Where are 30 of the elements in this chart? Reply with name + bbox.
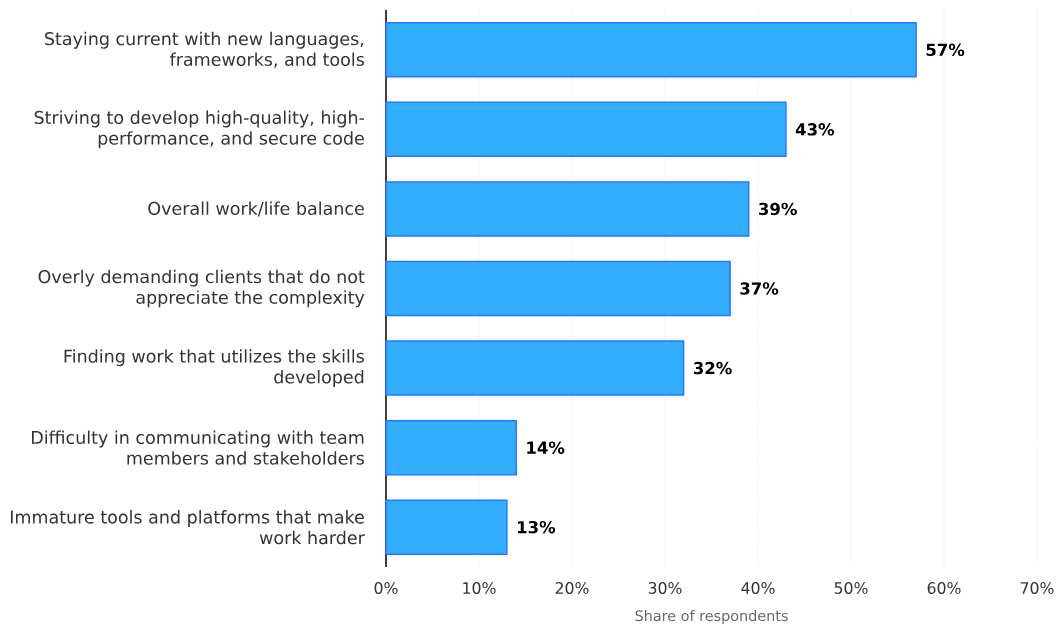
bar <box>385 101 787 157</box>
x-tick-label: 70% <box>1020 581 1054 594</box>
bar <box>385 499 508 555</box>
y-tick-label: Striving to develop high-quality, high-performance, and secure code <box>34 110 365 149</box>
data-label: 57% <box>926 43 965 56</box>
x-tick-label: 40% <box>741 581 775 594</box>
x-axis-title: Share of respondents <box>635 609 788 624</box>
bar <box>385 181 750 237</box>
x-tick-label: 20% <box>555 581 589 594</box>
y-tick-label: Finding work that utilizes the skills developed <box>64 349 364 387</box>
bar <box>385 419 517 476</box>
y-tick-label: Immature tools and platforms that make work harder <box>10 509 365 545</box>
x-tick-label: 0% <box>374 581 398 594</box>
data-label: 37% <box>740 282 779 295</box>
y-tick-label: Overly demanding clients that do not appreciate the complexity <box>38 269 365 308</box>
bar <box>385 21 917 78</box>
bar <box>385 340 685 396</box>
x-tick-label: 60% <box>927 581 961 594</box>
bar <box>385 260 731 317</box>
data-label: 13% <box>517 520 556 534</box>
data-label: 43% <box>795 122 835 136</box>
x-tick-label: 30% <box>648 581 682 594</box>
x-tick-label: 10% <box>463 581 496 594</box>
x-tick-label: 50% <box>834 581 868 594</box>
data-label: 32% <box>693 361 732 375</box>
data-label: 39% <box>759 202 797 216</box>
y-tick-label: Staying current with new languages, frameworks, and tools <box>45 31 364 68</box>
y-tick-label: Overall work/life balance <box>148 201 364 217</box>
data-label: 14% <box>527 441 565 454</box>
y-tick-label: Difficulty in communicating with team members and stakeholders <box>32 430 364 465</box>
